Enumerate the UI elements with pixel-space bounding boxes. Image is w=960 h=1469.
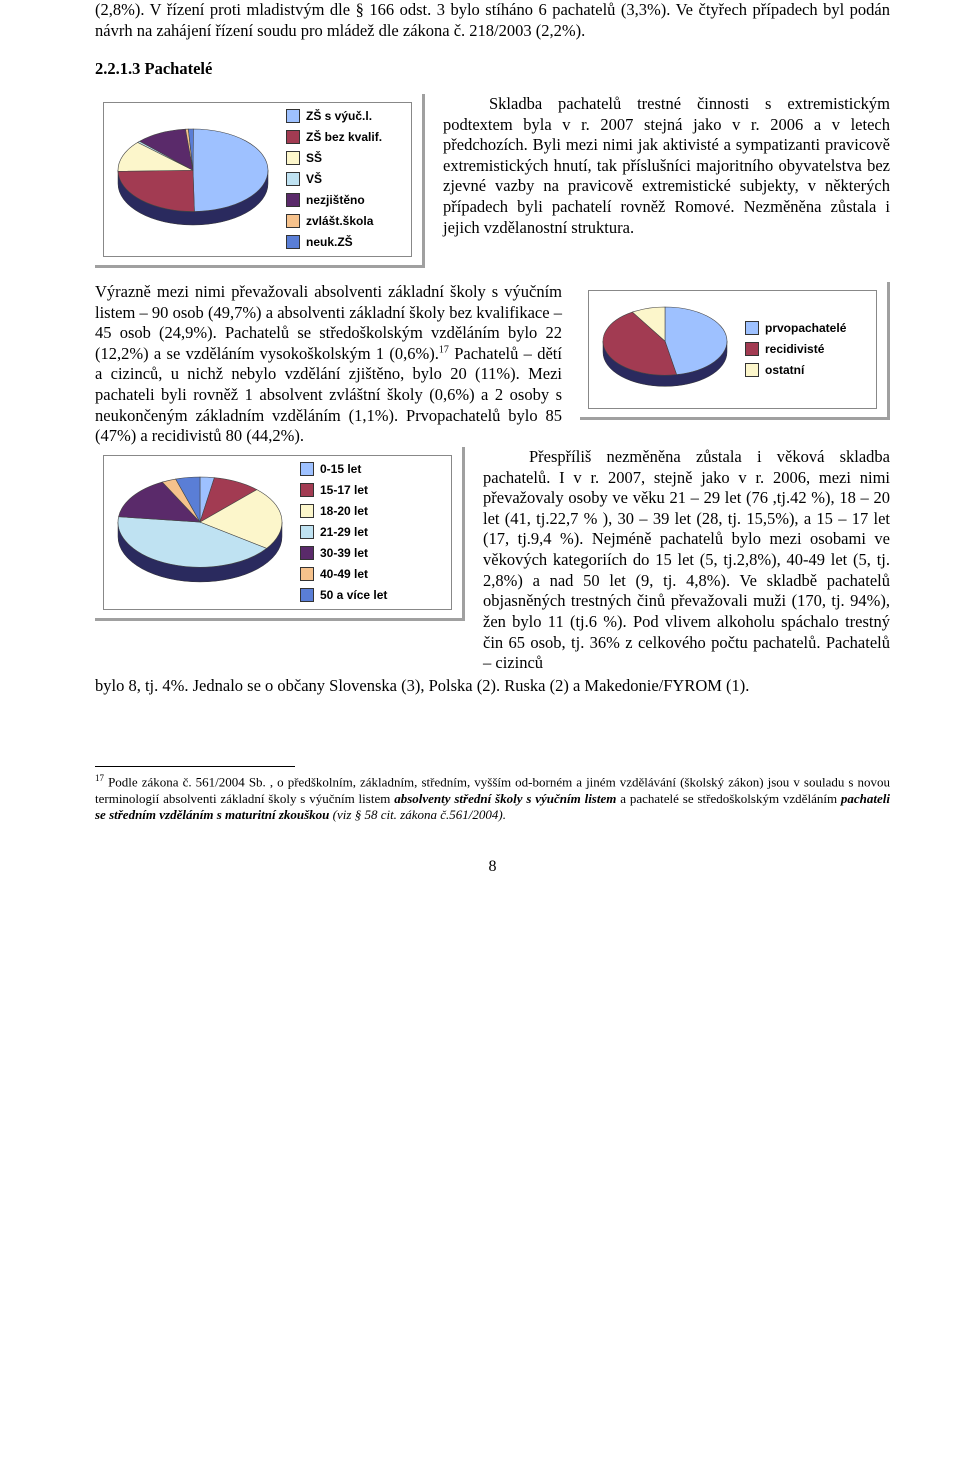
- legend-swatch: [745, 342, 759, 356]
- legend-swatch: [300, 546, 314, 560]
- pie-chart: [595, 297, 735, 402]
- section-heading: 2.2.1.3 Pachatelé: [95, 59, 890, 80]
- pie-chart: [110, 467, 290, 598]
- footnote-text: (viz § 58 cit. zákona č.561/2004).: [333, 807, 506, 822]
- legend-item: neuk.ZŠ: [286, 235, 382, 250]
- legend-item: zvlášt.škola: [286, 214, 382, 229]
- legend-label: ZŠ s výuč.l.: [306, 109, 372, 124]
- legend-item: prvopachatelé: [745, 321, 846, 336]
- paragraph-left-2: Výrazně mezi nimi převažovali absolventi…: [95, 282, 562, 451]
- legend-item: 40-49 let: [300, 567, 387, 582]
- legend-item: recidivisté: [745, 342, 846, 357]
- legend-item: SŠ: [286, 151, 382, 166]
- legend-label: 40-49 let: [320, 567, 368, 582]
- legend-swatch: [300, 462, 314, 476]
- legend-swatch: [286, 214, 300, 228]
- chart-education: ZŠ s výuč.l. ZŠ bez kvalif. SŠ VŠ nezjištěno…: [95, 94, 425, 268]
- legend-swatch: [286, 172, 300, 186]
- legend-item: ostatní: [745, 363, 846, 378]
- legend-label: zvlášt.škola: [306, 214, 373, 229]
- chart-legend: prvopachatelé recidivisté ostatní: [745, 321, 846, 378]
- legend-label: neuk.ZŠ: [306, 235, 353, 250]
- legend-label: 21-29 let: [320, 525, 368, 540]
- legend-label: 50 a více let: [320, 588, 387, 603]
- intro-paragraph: (2,8%). V řízení proti mladistvým dle § …: [95, 0, 890, 41]
- legend-label: nezjištěno: [306, 193, 365, 208]
- legend-swatch: [286, 130, 300, 144]
- legend-swatch: [300, 588, 314, 602]
- chart-legend: 0-15 let 15-17 let 18-20 let 21-29 let 30-39…: [300, 462, 387, 603]
- footnote-text: a pachatelé se středoškolským vzděláním: [620, 791, 841, 806]
- legend-item: VŠ: [286, 172, 382, 187]
- chart-age: 0-15 let 15-17 let 18-20 let 21-29 let 30-39…: [95, 447, 465, 621]
- legend-label: recidivisté: [765, 342, 824, 357]
- legend-label: ZŠ bez kvalif.: [306, 130, 382, 145]
- footnote: 17 Podle zákona č. 561/2004 Sb. , o před…: [95, 773, 890, 823]
- legend-label: SŠ: [306, 151, 322, 166]
- footnote-italic: absolventy střední školy s výučním liste…: [394, 791, 616, 806]
- legend-swatch: [286, 109, 300, 123]
- legend-item: 50 a více let: [300, 588, 387, 603]
- footnote-ref: 17: [439, 344, 449, 355]
- footnote-separator: [95, 766, 295, 767]
- legend-swatch: [300, 567, 314, 581]
- legend-label: 0-15 let: [320, 462, 361, 477]
- paragraph-right-3: Přespříliš nezměněna zůstala i věková sk…: [483, 447, 890, 678]
- page-number: 8: [95, 857, 890, 877]
- legend-item: 21-29 let: [300, 525, 387, 540]
- legend-swatch: [745, 321, 759, 335]
- paragraph-tail: bylo 8, tj. 4%. Jednalo se o občany Slov…: [95, 676, 890, 697]
- paragraph-right-1: Skladba pachatelů trestné činnosti s ext…: [443, 94, 890, 242]
- legend-label: 15-17 let: [320, 483, 368, 498]
- text-block: Skladba pachatelů trestné činnosti s ext…: [443, 94, 890, 238]
- legend-swatch: [286, 193, 300, 207]
- legend-item: 30-39 let: [300, 546, 387, 561]
- chart-recidivism: prvopachatelé recidivisté ostatní: [580, 282, 890, 420]
- legend-label: prvopachatelé: [765, 321, 846, 336]
- legend-swatch: [300, 504, 314, 518]
- legend-label: 30-39 let: [320, 546, 368, 561]
- legend-swatch: [300, 483, 314, 497]
- footnote-number: 17: [95, 773, 104, 783]
- legend-label: ostatní: [765, 363, 804, 378]
- pie-chart: [110, 119, 276, 241]
- text-block: Přespříliš nezměněna zůstala i věková sk…: [483, 447, 890, 674]
- legend-swatch: [286, 235, 300, 249]
- legend-item: ZŠ bez kvalif.: [286, 130, 382, 145]
- legend-swatch: [745, 363, 759, 377]
- chart-legend: ZŠ s výuč.l. ZŠ bez kvalif. SŠ VŠ nezjištěno…: [286, 109, 382, 250]
- text-span: Přespříliš nezměněna zůstala i věková sk…: [483, 447, 890, 672]
- text-block: Výrazně mezi nimi převažovali absolventi…: [95, 282, 562, 447]
- legend-swatch: [286, 151, 300, 165]
- legend-item: 18-20 let: [300, 504, 387, 519]
- legend-swatch: [300, 525, 314, 539]
- legend-item: nezjištěno: [286, 193, 382, 208]
- legend-label: VŠ: [306, 172, 322, 187]
- legend-item: 15-17 let: [300, 483, 387, 498]
- legend-item: 0-15 let: [300, 462, 387, 477]
- legend-label: 18-20 let: [320, 504, 368, 519]
- legend-item: ZŠ s výuč.l.: [286, 109, 382, 124]
